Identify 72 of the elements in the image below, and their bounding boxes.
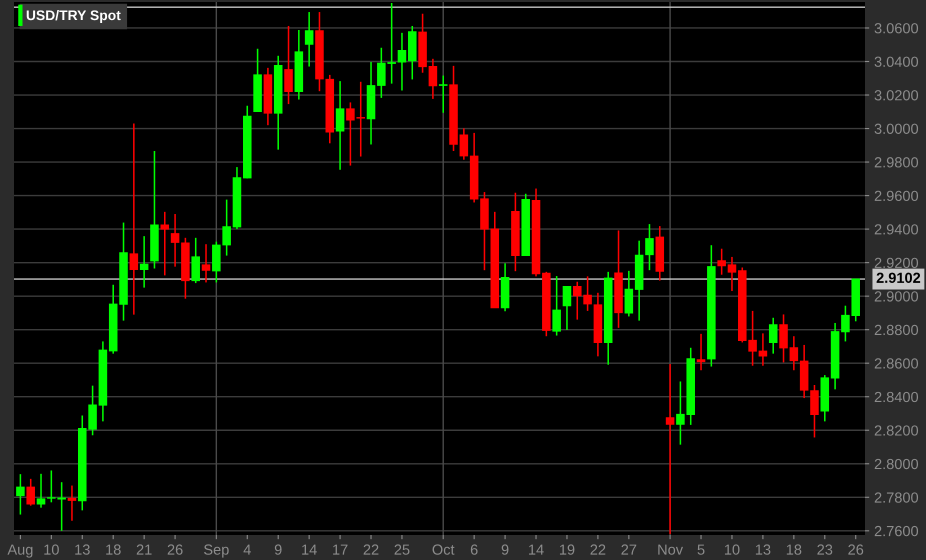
x-tick-label: 9: [274, 544, 282, 555]
y-tick-label: 3.0600: [874, 23, 918, 34]
x-tick-label: 13: [756, 544, 770, 555]
y-tick-label: 2.7600: [874, 526, 918, 536]
candlestick: [202, 243, 210, 284]
x-tick-label: Nov: [658, 544, 684, 555]
x-tick-label: 14: [529, 544, 544, 555]
text: USD/TRY Spot: [26, 10, 121, 23]
candlestick: [47, 470, 56, 504]
x-tick-label: 19: [560, 544, 574, 555]
candlestick: [284, 25, 293, 105]
y-tick-label: 2.9400: [874, 224, 918, 235]
x-tick-label: 22: [590, 544, 606, 555]
candlestick: [768, 317, 778, 354]
candlestick: [810, 384, 819, 438]
x-tick-label: 27: [621, 544, 636, 555]
candlestick: [16, 473, 25, 516]
x-tick-label: 25: [394, 544, 410, 555]
candlestick: [552, 275, 561, 336]
y-tick-label: 2.8600: [874, 358, 918, 369]
x-tick-label: 4: [244, 544, 251, 555]
candlestick: [191, 237, 200, 284]
y-tick-label: 2.8400: [874, 392, 918, 402]
candlestick: [36, 473, 46, 508]
x-tick-label: 6: [470, 544, 478, 555]
candlestick: [346, 102, 355, 166]
candlestick: [666, 363, 674, 535]
y-tick-label: 2.9000: [874, 291, 918, 302]
ref-line-label: 2.9102: [876, 272, 920, 283]
x-tick-label: Sep: [204, 544, 229, 558]
candlestick: [160, 211, 170, 276]
x-tick-label: 9: [502, 544, 508, 555]
y-tick-label: 2.8000: [874, 458, 918, 470]
x-tick-label: 10: [724, 544, 740, 555]
candlestick: [356, 81, 365, 158]
candlestick: [573, 280, 582, 320]
candlestick: [57, 481, 66, 532]
candlestick: [26, 478, 35, 506]
y-tick-label: 2.8200: [874, 425, 918, 436]
y-tick-label: 3.0400: [874, 56, 918, 67]
y-tick-label: 2.8800: [874, 324, 918, 336]
candlestick: [676, 380, 685, 446]
x-tick-label: 18: [786, 544, 802, 555]
x-tick-label: 23: [817, 544, 832, 555]
x-tick-label: 18: [106, 544, 121, 555]
x-tick-label: Oct: [432, 544, 454, 555]
x-tick-label: 17: [333, 544, 348, 555]
candlestick: [438, 74, 448, 114]
x-tick-label: 13: [75, 544, 90, 555]
candlestick: [562, 286, 572, 331]
candlestick: [140, 235, 148, 288]
y-tick-label: 2.7800: [874, 492, 918, 503]
candlestick: [130, 122, 138, 316]
candlestick: [336, 80, 344, 171]
x-tick-label: 26: [168, 544, 183, 555]
x-tick-label: 14: [302, 544, 317, 555]
y-tick-label: 2.9600: [874, 190, 918, 202]
x-tick-label: 5: [698, 544, 704, 555]
x-tick-label: 22: [364, 544, 378, 555]
y-tick-label: 3.0000: [874, 124, 918, 134]
candlestick: [696, 333, 706, 372]
x-tick-label: 26: [848, 544, 864, 555]
x-tick-label: 10: [44, 544, 59, 555]
y-tick-label: 3.0200: [874, 90, 918, 100]
candlestick: [304, 11, 314, 68]
y-tick-label: 2.9200: [874, 258, 918, 268]
candlestick: [624, 270, 634, 318]
candlestick: [583, 276, 592, 312]
x-tick-label: 21: [136, 544, 152, 555]
x-tick-label: Aug: [7, 544, 32, 558]
y-tick-label: 2.9800: [874, 157, 918, 168]
candlestick: [68, 484, 76, 522]
